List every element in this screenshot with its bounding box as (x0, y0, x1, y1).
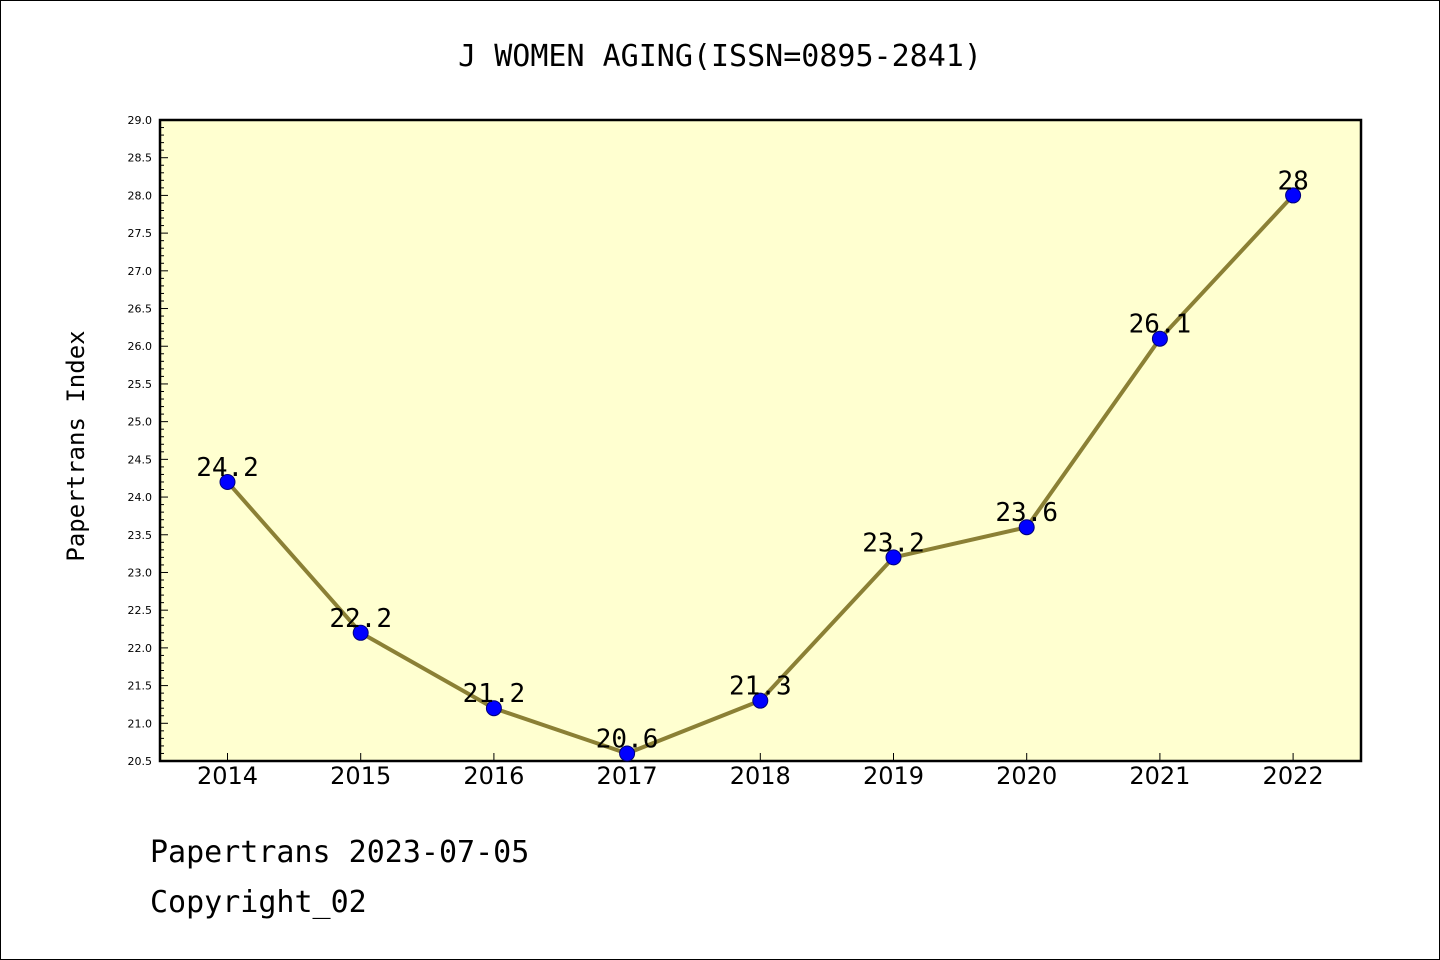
data-point (619, 745, 636, 762)
data-label: 21.2 (463, 679, 526, 709)
data-label: 28 (1277, 166, 1308, 196)
y-tick-label: 25.5 (128, 378, 153, 391)
footer-date: Papertrans 2023-07-05 (150, 835, 530, 870)
data-point (885, 549, 902, 566)
y-tick-label: 23.0 (128, 566, 153, 579)
plot-area (158, 118, 1363, 763)
x-tick-label: 2014 (197, 762, 258, 790)
data-point (485, 700, 502, 717)
y-tick-label: 28.0 (128, 189, 153, 202)
data-label: 20.6 (596, 724, 659, 754)
x-tick-label: 2017 (597, 762, 658, 790)
y-tick-label: 24.0 (128, 491, 153, 504)
y-tick-label: 22.5 (128, 604, 153, 617)
y-tick-label: 26.5 (128, 303, 153, 316)
y-tick-label: 23.5 (128, 529, 153, 542)
x-tick-label: 2019 (863, 762, 924, 790)
data-point (1151, 330, 1168, 347)
x-tick-label: 2018 (730, 762, 791, 790)
y-tick-label: 21.5 (128, 680, 153, 693)
x-tick-label: 2021 (1129, 762, 1190, 790)
data-point (352, 624, 369, 641)
data-label: 26.1 (1129, 310, 1192, 340)
x-axis: 2014 2015 2016 2017 2018 2019 2020 2021 2022 (197, 753, 1324, 790)
y-tick-label: 28.5 (128, 152, 153, 165)
y-axis-label: Papertrans Index (62, 330, 90, 561)
y-tick-label: 20.5 (128, 755, 153, 768)
data-label: 24.2 (196, 453, 259, 483)
x-tick-label: 2016 (463, 762, 524, 790)
y-tick-label: 22.0 (128, 642, 153, 655)
data-point (752, 692, 769, 709)
x-tick-label: 2015 (330, 762, 391, 790)
y-tick-label: 24.5 (128, 453, 153, 466)
data-label: 23.2 (862, 528, 925, 558)
data-label: 21.3 (729, 672, 792, 702)
y-tick-label: 21.0 (128, 717, 153, 730)
data-point (1018, 519, 1035, 536)
y-axis: 20.5 21.0 21.5 22.0 22.5 23.0 23.5 24.0 24.5 25.0… (128, 114, 168, 768)
y-tick-label: 27.5 (128, 227, 153, 240)
y-tick-label: 29.0 (128, 114, 153, 127)
chart-title: J WOMEN AGING(ISSN=0895-2841) (458, 39, 982, 74)
data-labels: 24.2 22.2 21.2 20.6 21.3 23.2 23.6 26.1 28 (196, 166, 1309, 754)
x-tick-label: 2020 (996, 762, 1057, 790)
y-tick-label: 26.0 (128, 340, 153, 353)
data-point (219, 473, 236, 490)
x-tick-label: 2022 (1263, 762, 1324, 790)
data-point (1285, 187, 1302, 204)
series-layer (219, 187, 1302, 762)
data-label: 23.6 (995, 498, 1058, 528)
data-label: 22.2 (329, 604, 392, 634)
y-tick-label: 27.0 (128, 265, 153, 278)
y-tick-label: 25.0 (128, 416, 153, 429)
footer-copyright: Copyright_02 (150, 885, 367, 920)
